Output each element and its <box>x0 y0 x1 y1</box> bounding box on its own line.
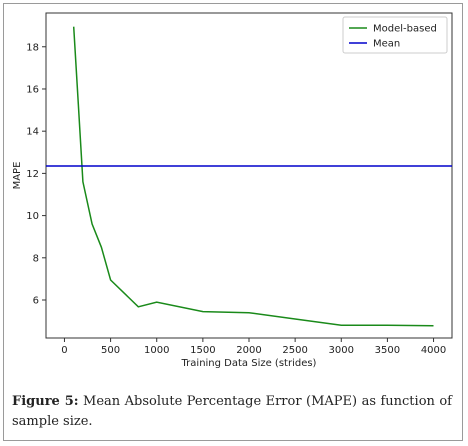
legend-label-mean: Mean <box>373 39 400 50</box>
x-tick-label: 0 <box>61 345 67 356</box>
legend-box <box>342 16 448 54</box>
x-tick-label: 3000 <box>329 345 354 356</box>
y-axis-ticks: 6 8 10 12 14 16 18 <box>26 42 46 307</box>
x-tick-label: 1500 <box>190 345 215 356</box>
series-line-model-based <box>72 26 434 327</box>
figure-caption: Figure 5: Mean Absolute Percentage Error… <box>12 392 452 432</box>
legend-label-model-based: Model-based <box>373 24 437 35</box>
x-tick-label: 2500 <box>282 345 307 356</box>
series-lines <box>46 26 452 327</box>
x-tick-label: 1000 <box>144 345 169 356</box>
figure-frame <box>3 3 463 441</box>
y-tick-label: 12 <box>26 169 39 180</box>
y-tick-label: 8 <box>33 253 39 264</box>
x-axis-ticks: 0 500 1000 1500 2000 2500 3000 3500 4000 <box>61 338 446 356</box>
y-tick-label: 14 <box>26 127 39 138</box>
x-tick-label: 2000 <box>236 345 261 356</box>
y-axis-label: MAPE <box>12 162 23 190</box>
mape-line-chart: 0 500 1000 1500 2000 2500 3000 3500 4000 6 8 10 12 1… <box>12 12 453 369</box>
figure-caption-label: Figure 5: <box>12 394 79 409</box>
x-tick-label: 4000 <box>421 345 446 356</box>
x-tick-label: 500 <box>101 345 120 356</box>
y-tick-label: 6 <box>33 296 39 307</box>
plot-axes: 0 500 1000 1500 2000 2500 3000 3500 4000 6 8 10 12 1… <box>12 12 453 369</box>
x-axis-label: Training Data Size (strides) <box>181 358 317 369</box>
y-tick-label: 18 <box>26 42 39 53</box>
x-tick-label: 3500 <box>375 345 400 356</box>
plot-area <box>45 12 453 339</box>
y-tick-label: 16 <box>26 84 39 95</box>
legend: Model-based Mean <box>342 16 448 54</box>
figure-caption-text: Mean Absolute Percentage Error (MAPE) as… <box>12 394 452 429</box>
y-tick-label: 10 <box>26 211 39 222</box>
